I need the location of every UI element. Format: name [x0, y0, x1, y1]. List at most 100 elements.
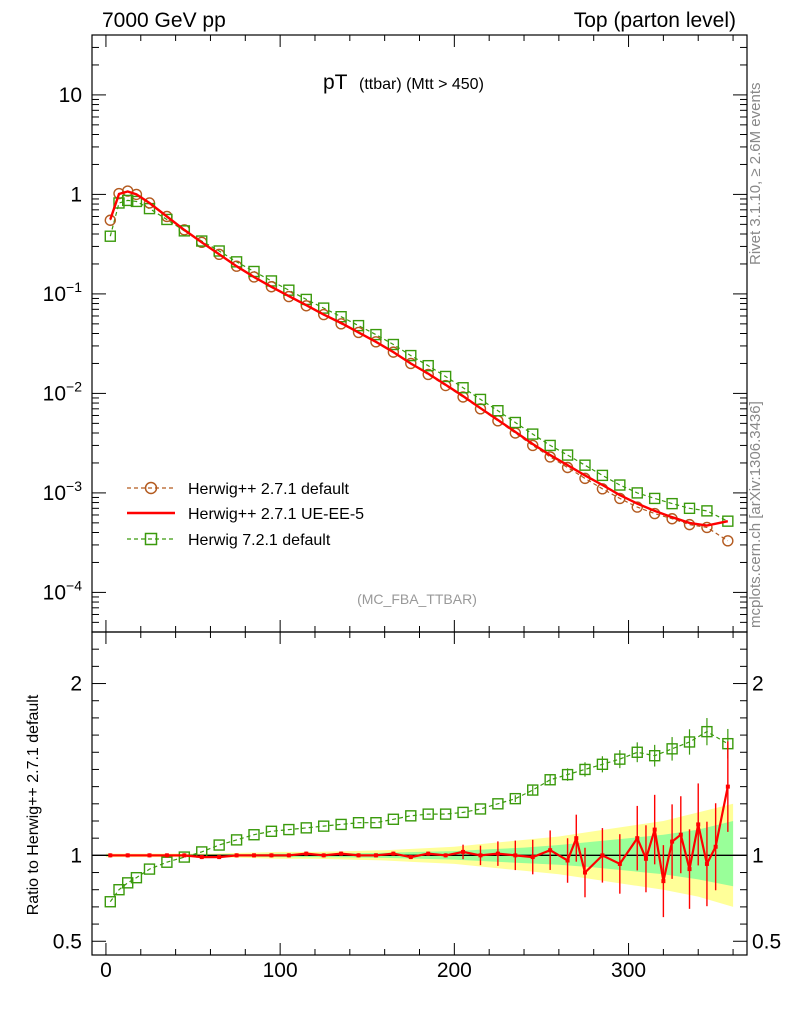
ratio-point-herwig7-default [509, 792, 522, 805]
ratio-point-herwig7-default [631, 746, 643, 758]
y-tick-label: 10 [59, 84, 82, 107]
point-herwig7-default [178, 225, 191, 237]
ratio-point-herwig7-default [283, 823, 295, 836]
ratio-point-herwigpp-ueee5 [391, 851, 396, 856]
ratio-point-herwig7-default [335, 818, 347, 831]
ratio-point-herwig7-default [300, 822, 312, 834]
ratio-point-herwigpp-ueee5 [548, 848, 553, 853]
ratio-point-herwigpp-ueee5 [704, 861, 709, 866]
point-herwig7-default [614, 479, 626, 491]
ratio-point-herwigpp-ueee5 [687, 867, 692, 872]
legend-marker-herwig7-default [144, 532, 158, 546]
ratio-y-tick-label-right: 0.5 [752, 930, 781, 953]
point-herwig7-default [387, 338, 400, 351]
plot-title-sub: (ttbar) (Mtt > 450) [359, 76, 484, 93]
ratio-point-herwigpp-ueee5 [530, 855, 535, 860]
point-herwig7-default [527, 428, 539, 440]
y-tick-label: 10−4 [43, 577, 83, 604]
point-herwig7-default [113, 197, 125, 209]
ratio-point-herwigpp-ueee5 [635, 836, 640, 841]
x-tick-label: 0 [100, 959, 112, 982]
ratio-point-herwigpp-ueee5 [426, 851, 431, 856]
ratio-point-herwig7-default [614, 753, 626, 765]
ratio-point-herwig7-default [178, 851, 191, 863]
ratio-point-herwig7-default [666, 743, 678, 755]
ratio-y-tick-label: 2 [70, 673, 82, 696]
ratio-point-herwigpp-ueee5 [670, 839, 675, 844]
point-herwig7-default [122, 194, 134, 207]
ratio-point-herwigpp-ueee5 [478, 853, 483, 858]
ratio-point-herwigpp-ueee5 [164, 853, 169, 858]
point-herwigpp-default [335, 318, 347, 330]
ratio-point-herwig7-default [683, 736, 696, 748]
ratio-point-herwig7-default [422, 808, 434, 820]
series-line-herwig7-default [109, 199, 729, 522]
ratio-point-herwig7-default [143, 863, 156, 875]
ratio-point-herwig7-default [113, 884, 125, 896]
ratio-point-herwig7-default [352, 817, 365, 829]
point-herwig7-default [352, 319, 365, 332]
ratio-point-herwigpp-ueee5 [513, 853, 518, 858]
ratio-plot-tick-labels: 0.5 0.5 1 1 2 2 0 100 200 300 [53, 673, 781, 982]
ratio-plot-ticks [92, 632, 747, 955]
ratio-plot-panel: 0.5 0.5 1 1 2 2 0 100 200 300 Ratio to Herwig++ 2… [25, 631, 781, 982]
y-tick-label: 1 [70, 183, 82, 206]
ratio-point-herwig7-default [130, 871, 143, 884]
point-herwig7-default [648, 492, 661, 505]
ratio-point-herwig7-default [213, 839, 225, 851]
ratio-band-green [105, 821, 734, 887]
point-herwig7-default [544, 439, 556, 452]
point-herwig7-default [596, 469, 609, 482]
ratio-point-herwig7-default [457, 806, 469, 819]
ratio-point-herwig7-default [596, 758, 609, 770]
ratio-point-herwigpp-ueee5 [199, 855, 204, 860]
ratio-point-herwigpp-ueee5 [443, 853, 448, 858]
header-right-label: Top (parton level) [574, 9, 736, 32]
header-left-label: 7000 GeV pp [102, 9, 226, 32]
point-herwigpp-default [370, 336, 382, 348]
ratio-point-herwig7-default [648, 750, 661, 762]
point-herwigpp-default [422, 368, 434, 381]
ratio-point-herwig7-default [104, 896, 116, 908]
point-herwig7-default [130, 195, 143, 208]
ratio-plot-frame [91, 631, 748, 956]
point-herwig7-default [439, 370, 452, 383]
ratio-point-herwig7-default [701, 725, 713, 738]
mcplots-reference-label: mcplots.cern.ch [arXiv:1306.3436] [747, 401, 764, 628]
series-line-herwigpp-ueee5 [109, 190, 729, 527]
point-herwig7-default [370, 328, 382, 341]
legend: Herwig++ 2.7.1 default Herwig++ 2.7.1 UE… [127, 481, 364, 549]
x-tick-label: 200 [437, 959, 472, 982]
ratio-point-herwig7-default [230, 834, 243, 846]
legend-entry-herwigpp-default: Herwig++ 2.7.1 default [127, 481, 350, 498]
ratio-point-herwig7-default [544, 774, 556, 786]
point-herwig7-default [683, 502, 696, 515]
point-herwigpp-default [701, 521, 713, 534]
point-herwig7-default [405, 349, 417, 362]
ratio-point-herwigpp-ueee5 [147, 853, 152, 858]
point-herwigpp-default [130, 188, 143, 201]
point-herwigpp-default [300, 300, 312, 312]
point-herwig7-default [561, 449, 574, 461]
point-herwigpp-default [387, 346, 400, 358]
ratio-point-herwigpp-ueee5 [713, 844, 718, 849]
ratio-point-herwig7-default [492, 798, 504, 810]
ratio-y-tick-label: 1 [70, 844, 82, 867]
point-herwigpp-default [439, 379, 452, 392]
point-herwigpp-default [527, 439, 539, 452]
point-herwig7-default [492, 405, 504, 417]
legend-label-herwigpp-ueee5: Herwig++ 2.7.1 UE-EE-5 [188, 506, 364, 523]
ratio-point-herwigpp-ueee5 [339, 851, 344, 856]
ratio-point-herwig7-default [527, 784, 539, 796]
ratio-point-herwig7-default [248, 829, 260, 841]
legend-entry-herwig7-default: Herwig 7.2.1 default [127, 532, 331, 549]
ratio-point-herwigpp-ueee5 [600, 853, 605, 858]
point-herwigpp-default [104, 214, 116, 226]
ratio-point-herwigpp-ueee5 [108, 853, 113, 858]
ratio-point-herwigpp-ueee5 [234, 853, 239, 858]
point-herwig7-default [317, 302, 330, 314]
main-plot-panel: 10 1 10−1 10−2 10−3 10−4 pT (ttbar) (Mtt > 45… [43, 34, 748, 633]
ratio-point-herwigpp-ueee5 [304, 851, 309, 856]
ratio-point-herwigpp-ueee5 [461, 849, 466, 854]
